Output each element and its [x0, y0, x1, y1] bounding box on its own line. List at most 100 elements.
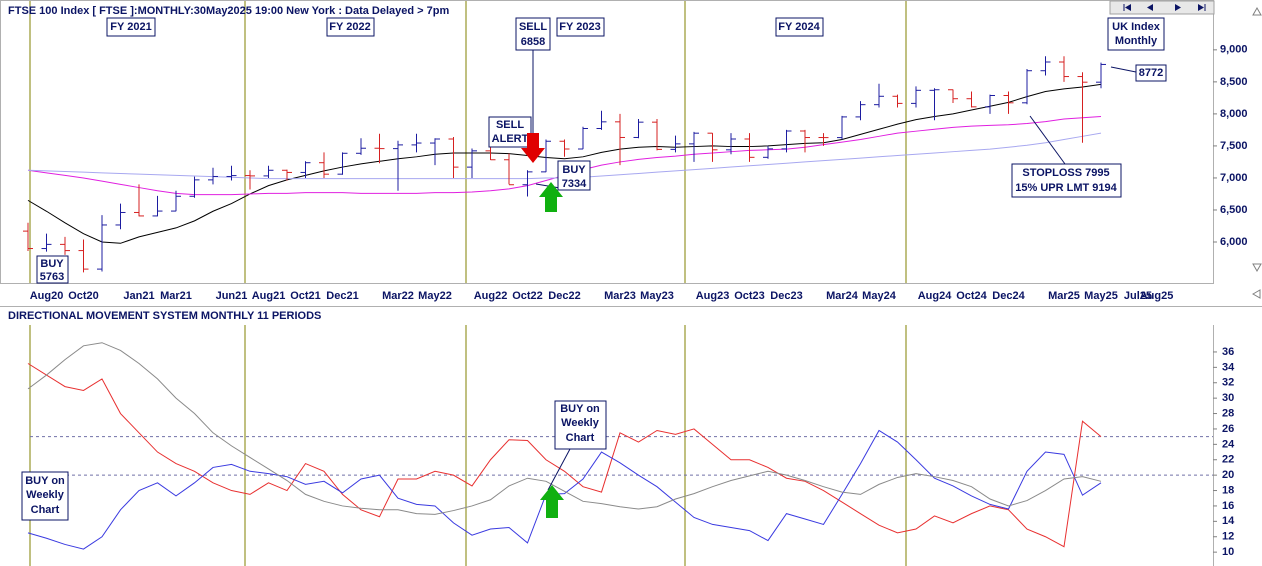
buy-weekly-label: Chart	[566, 432, 595, 444]
fy-label: FY 2024	[778, 21, 820, 33]
y-tick-label: 24	[1222, 438, 1235, 450]
connector	[1110, 66, 1137, 73]
y-tick-label: 14	[1222, 515, 1235, 527]
x-tick-label: Dec21	[326, 290, 358, 302]
y-tick-label: 22	[1222, 454, 1234, 466]
sell-arrow	[521, 133, 545, 163]
index-label: Monthly	[1115, 35, 1158, 47]
x-tick-label: May24	[862, 290, 897, 302]
buy-chart-label: Chart	[31, 504, 60, 516]
fy-label: FY 2021	[110, 21, 151, 33]
y-tick-label: 18	[1222, 484, 1234, 496]
y-tick-label: 6,000	[1220, 236, 1248, 248]
buy-label: BUY	[562, 164, 586, 176]
connector	[547, 448, 571, 491]
x-tick-label: Aug20	[30, 290, 64, 302]
x-tick-label: Oct23	[734, 290, 765, 302]
scroll-down[interactable]	[1252, 263, 1262, 273]
nav-prev[interactable]	[1147, 4, 1153, 11]
x-tick-label: Mar22	[382, 290, 414, 302]
index-label: UK Index	[1112, 21, 1161, 33]
x-tick-label: Mar25	[1048, 290, 1080, 302]
buy-value: 7334	[562, 178, 587, 190]
buy-chart-label: Weekly	[26, 489, 65, 501]
x-tick-label: Aug22	[474, 290, 508, 302]
buy-chart-box	[21, 471, 69, 521]
stoploss-label: STOPLOSS 7995	[1022, 167, 1109, 179]
stoploss-box	[1011, 163, 1122, 198]
stoploss-label: 15% UPR LMT 9194	[1015, 182, 1117, 194]
x-tick-label: Aug23	[696, 290, 730, 302]
y-tick-label: 34	[1222, 361, 1235, 373]
scroll-left[interactable]	[1251, 289, 1261, 299]
y-tick-label: 30	[1222, 392, 1234, 404]
buy-box	[557, 160, 591, 191]
y-tick-label: 20	[1222, 469, 1234, 481]
x-tick-label: Jan21	[123, 290, 154, 302]
x-tick-label: Dec22	[548, 290, 580, 302]
nav-next[interactable]	[1175, 4, 1181, 11]
buy-weekly-box	[554, 400, 607, 450]
x-tick-label: Aug25	[1140, 290, 1174, 302]
nav-icon	[1125, 4, 1131, 11]
sell-alert-label: SELL	[496, 119, 524, 131]
x-tick-label: Mar23	[604, 290, 636, 302]
buy-label: BUY	[40, 258, 64, 270]
fy-box	[326, 17, 375, 37]
y-tick-label: 8,500	[1220, 76, 1248, 88]
x-tick-label: Aug21	[252, 290, 286, 302]
y-tick-label: 7,000	[1220, 172, 1248, 184]
y-tick-label: 7,500	[1220, 140, 1248, 152]
buy-arrow	[539, 182, 563, 212]
chart-title: DIRECTIONAL MOVEMENT SYSTEM MONTHLY 11 P…	[8, 310, 321, 322]
sell-alert-box	[488, 116, 532, 148]
nav-icon	[1198, 4, 1204, 11]
fy-label: FY 2023	[559, 21, 600, 33]
buy-box	[36, 255, 69, 284]
nav-first[interactable]	[1123, 4, 1131, 11]
annotations: FY 2021 FY 2022 FY 2023 FY 2024 SELL 685…	[21, 17, 1167, 521]
buy-weekly-label: Weekly	[561, 417, 600, 429]
x-tick-label: Oct21	[290, 290, 321, 302]
x-tick-label: Mar24	[826, 290, 859, 302]
y-tick-label: 12	[1222, 531, 1234, 543]
sell-label: SELL	[519, 21, 547, 33]
chart-title: FTSE 100 Index [ FTSE ]:MONTHLY:30May202…	[8, 5, 449, 17]
indicator-line	[27, 83, 1102, 244]
x-tick-label: May22	[418, 290, 452, 302]
x-tick-label: Oct20	[68, 290, 99, 302]
y-tick-label: 32	[1222, 377, 1234, 389]
nav-icon	[1147, 4, 1153, 11]
fy-box	[775, 17, 824, 37]
y-tick-label: 6,500	[1220, 204, 1248, 216]
scroll-up[interactable]	[1252, 6, 1262, 16]
x-tick-label: Dec23	[770, 290, 802, 302]
x-tick-label: Jul25	[1124, 290, 1152, 302]
nav-bar	[1109, 0, 1215, 15]
nav-icon	[1175, 4, 1181, 11]
buy-weekly-label: BUY on	[560, 403, 600, 415]
y-tick-label: 36	[1222, 346, 1234, 358]
navigation	[1109, 0, 1262, 299]
x-tick-label: Mar21	[160, 290, 192, 302]
buy-chart-label: BUY on	[25, 475, 65, 487]
connector	[1029, 115, 1066, 165]
x-tick-label: Oct24	[956, 290, 987, 302]
x-tick-label: Oct22	[512, 290, 543, 302]
x-tick-label: Dec24	[992, 290, 1025, 302]
x-tick-label: May23	[640, 290, 674, 302]
y-tick-label: 16	[1222, 500, 1234, 512]
nav-last[interactable]	[1198, 4, 1206, 11]
buy-value: 5763	[40, 271, 64, 283]
y-tick-label: 10	[1222, 546, 1234, 558]
index-box	[1107, 17, 1165, 51]
fy-label: FY 2022	[329, 21, 370, 33]
y-tick-label: 8,000	[1220, 108, 1248, 120]
y-tick-label: 26	[1222, 423, 1234, 435]
indicator-line	[27, 363, 1102, 548]
sell-box	[515, 17, 551, 51]
price-frame	[0, 0, 1214, 284]
buy-arrow	[540, 485, 564, 518]
last-price-box	[1135, 64, 1167, 82]
